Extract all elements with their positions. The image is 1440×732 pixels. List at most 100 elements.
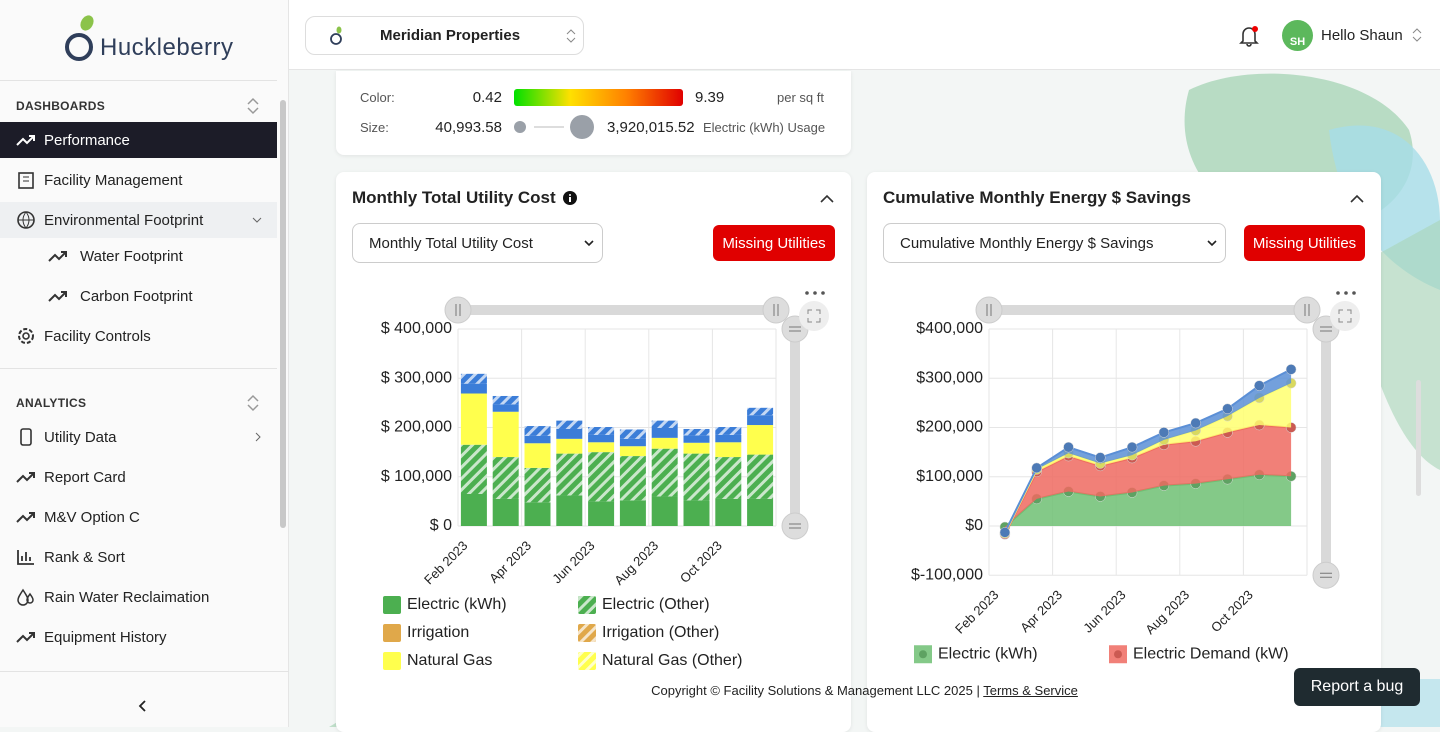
- chart: $-100,000 $0 $100,000 $200,000 $300,000 $400,…: [911, 291, 1360, 664]
- greeting[interactable]: Hello Shaun: [1321, 27, 1403, 44]
- x-tick-label: Aug 2023: [611, 538, 661, 588]
- notification-bell[interactable]: [1239, 24, 1261, 48]
- legend-label: Color:: [360, 90, 395, 105]
- nav-item[interactable]: Rain Water Reclaimation: [0, 579, 277, 615]
- scrollbar[interactable]: [1416, 380, 1421, 496]
- missing-utilities-button[interactable]: Missing Utilities: [1244, 225, 1365, 261]
- nav-label: Facility Controls: [44, 327, 151, 345]
- size-scale: [514, 115, 594, 139]
- area-fill: [1004, 383, 1292, 535]
- menu-dot: [1352, 291, 1356, 295]
- legend-label: Electric Demand (kW): [1133, 645, 1289, 662]
- handle-grip: [789, 326, 801, 332]
- scrollbar[interactable]: [280, 100, 286, 528]
- slider-handle[interactable]: [975, 296, 1003, 324]
- bar-segment: [683, 500, 710, 526]
- bar-segment: [747, 415, 774, 426]
- menu-dot: [805, 291, 809, 295]
- nav-label: Equipment History: [44, 628, 167, 646]
- chart-select[interactable]: Cumulative Monthly Energy $ Savings: [883, 223, 1226, 263]
- legend-unit: Electric (kWh) Usage: [703, 120, 826, 135]
- bar-segment: [747, 454, 774, 499]
- chart-card: Monthly Total Utility Cost Monthly Total…: [336, 172, 851, 732]
- x-tick-label: Jun 2023: [549, 538, 597, 586]
- area-line: [1004, 368, 1292, 533]
- divider: [0, 80, 277, 81]
- toggle[interactable]: [246, 394, 260, 412]
- bar-segment: [460, 493, 487, 526]
- bar-segment: [460, 383, 487, 394]
- legend-swatch: [578, 652, 596, 670]
- slider-handle[interactable]: [781, 512, 809, 540]
- bar-segment: [619, 446, 646, 457]
- y-tick-label: $ 400,000: [381, 320, 452, 337]
- slider-handle[interactable]: [1312, 561, 1340, 589]
- nav-item[interactable]: Utility Data: [0, 419, 277, 455]
- terms-link[interactable]: Terms & Service: [983, 683, 1078, 698]
- x-tick-label: Apr 2023: [486, 538, 534, 586]
- map-legend: Color: 0.42 9.39 per sq ft Size: 40,993.…: [336, 71, 851, 155]
- point: [999, 527, 1011, 538]
- bar-segment: [524, 443, 551, 468]
- collapse-button[interactable]: [138, 700, 148, 712]
- nav-item[interactable]: Rank & Sort: [0, 539, 277, 575]
- bar-segment: [651, 427, 678, 438]
- bar-segment: [715, 442, 742, 458]
- nav-item[interactable]: Performance: [0, 122, 277, 158]
- avatar[interactable]: SH: [1282, 20, 1313, 51]
- bar-segment: [683, 435, 710, 443]
- slider-handle[interactable]: [444, 296, 472, 324]
- fullscreen-button[interactable]: [799, 301, 829, 331]
- report-bug-button[interactable]: Report a bug: [1294, 668, 1420, 706]
- bar-segment: [460, 444, 487, 494]
- user-menu-caret[interactable]: [1412, 27, 1422, 43]
- brand: Huckleberry: [100, 34, 234, 61]
- nav-item[interactable]: Report Card: [0, 459, 277, 495]
- bar-segment: [683, 453, 710, 501]
- color-scale: [514, 89, 683, 106]
- x-tick-label: Feb 2023: [952, 587, 1001, 636]
- y-tick-label: $ 300,000: [381, 369, 452, 386]
- fullscreen-icon: [1338, 309, 1352, 323]
- nav-item[interactable]: Water Footprint: [0, 238, 277, 274]
- bar-segment: [524, 502, 551, 526]
- bar-segment: [492, 498, 519, 526]
- nav-item[interactable]: Carbon Footprint: [0, 278, 277, 314]
- bar-segment: [651, 437, 678, 449]
- bar-segment: [556, 420, 583, 429]
- section-heading: DASHBOARDS: [16, 99, 106, 113]
- collapse-card[interactable]: [820, 194, 834, 203]
- nav-item[interactable]: Environmental Footprint: [0, 202, 277, 238]
- bar-segment: [460, 373, 487, 384]
- point: [1285, 364, 1297, 375]
- legend-label: Electric (kWh): [938, 645, 1038, 662]
- legend-swatch: [578, 596, 596, 614]
- handle-grip: [1320, 326, 1332, 332]
- nav-label: Facility Management: [44, 171, 183, 189]
- fullscreen-button[interactable]: [1330, 301, 1360, 331]
- chart-select[interactable]: Monthly Total Utility Cost: [352, 223, 603, 263]
- slider-handle[interactable]: [762, 296, 790, 324]
- info-icon[interactable]: [563, 191, 577, 205]
- slider-handle[interactable]: [1293, 296, 1321, 324]
- bar-segment: [683, 442, 710, 454]
- bar-segment: [747, 407, 774, 416]
- nav-item[interactable]: Equipment History: [0, 619, 277, 655]
- logo-icon: [65, 15, 94, 61]
- x-tick-label: Oct 2023: [1208, 587, 1256, 635]
- handle-grip: [455, 304, 461, 316]
- bar-segment: [715, 457, 742, 499]
- point: [1095, 452, 1106, 463]
- nav-item[interactable]: Facility Management: [0, 162, 277, 198]
- nav-item[interactable]: M&V Option C: [0, 499, 277, 535]
- handle-grip: [1304, 304, 1310, 316]
- toggle[interactable]: [246, 97, 260, 115]
- collapse-card[interactable]: [1350, 194, 1364, 203]
- chart-card: Cumulative Monthly Energy $ Savings Cumu…: [867, 172, 1381, 732]
- bar-segment: [715, 427, 742, 435]
- point: [1126, 441, 1138, 453]
- nav-item[interactable]: Facility Controls: [0, 318, 277, 354]
- property-select[interactable]: Meridian Properties: [305, 16, 584, 55]
- missing-utilities-button[interactable]: Missing Utilities: [713, 225, 835, 261]
